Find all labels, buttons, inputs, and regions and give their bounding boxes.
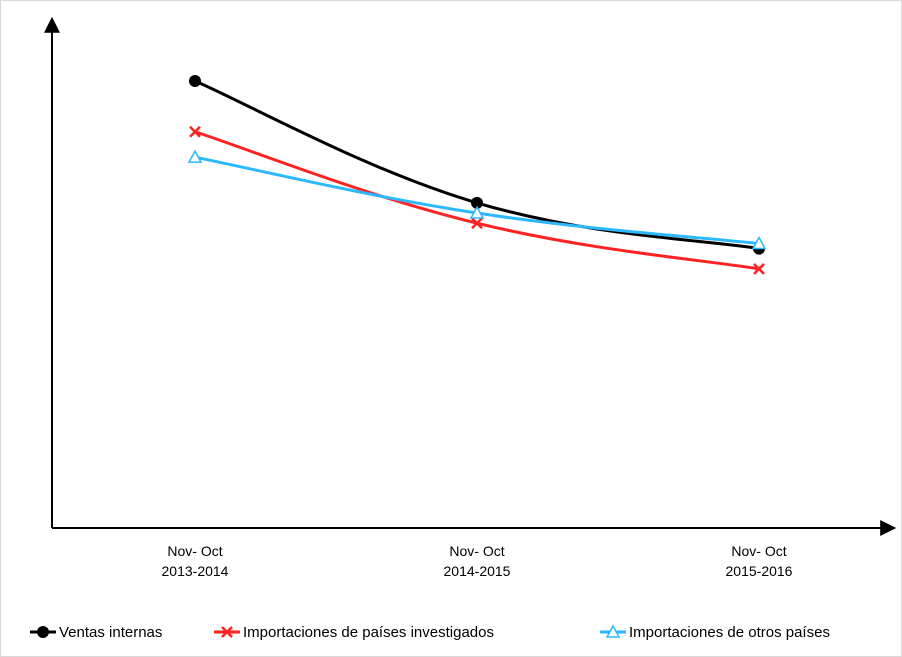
x-tick-labels: Nov- Oct 2013-2014 Nov- Oct 2014-2015 Nov- O… xyxy=(162,543,793,579)
legend-marker-2 xyxy=(221,626,233,638)
series-3-point-1 xyxy=(187,149,203,163)
series-2-point-2 xyxy=(471,217,483,230)
legend-label-3: Importaciones de otros países xyxy=(629,624,830,641)
series-3-point-3 xyxy=(751,235,767,250)
x-tick-label-3-line-2: 2015-2016 xyxy=(726,563,793,579)
series-2-point-3 xyxy=(753,263,765,275)
series-1-point-2 xyxy=(471,196,483,209)
series-3-point-2 xyxy=(469,205,485,219)
legend-marker-3 xyxy=(605,624,621,638)
x-tick-label-2-line-2: 2014-2015 xyxy=(444,563,511,579)
series-1-point-1 xyxy=(189,74,201,87)
x-tick-label-1-line-1: Nov- Oct xyxy=(167,543,222,559)
legend: Ventas internas Importaciones de países i… xyxy=(30,624,830,641)
series-layer xyxy=(187,74,767,275)
legend-label-1: Ventas internas xyxy=(59,624,162,641)
series-2-point-1 xyxy=(189,125,201,138)
x-tick-label-1-line-2: 2013-2014 xyxy=(162,563,229,579)
legend-marker-1 xyxy=(37,626,49,638)
x-tick-label-2-line-1: Nov- Oct xyxy=(449,543,504,559)
legend-label-2: Importaciones de países investigados xyxy=(243,624,494,641)
x-tick-label-3-line-1: Nov- Oct xyxy=(731,543,786,559)
